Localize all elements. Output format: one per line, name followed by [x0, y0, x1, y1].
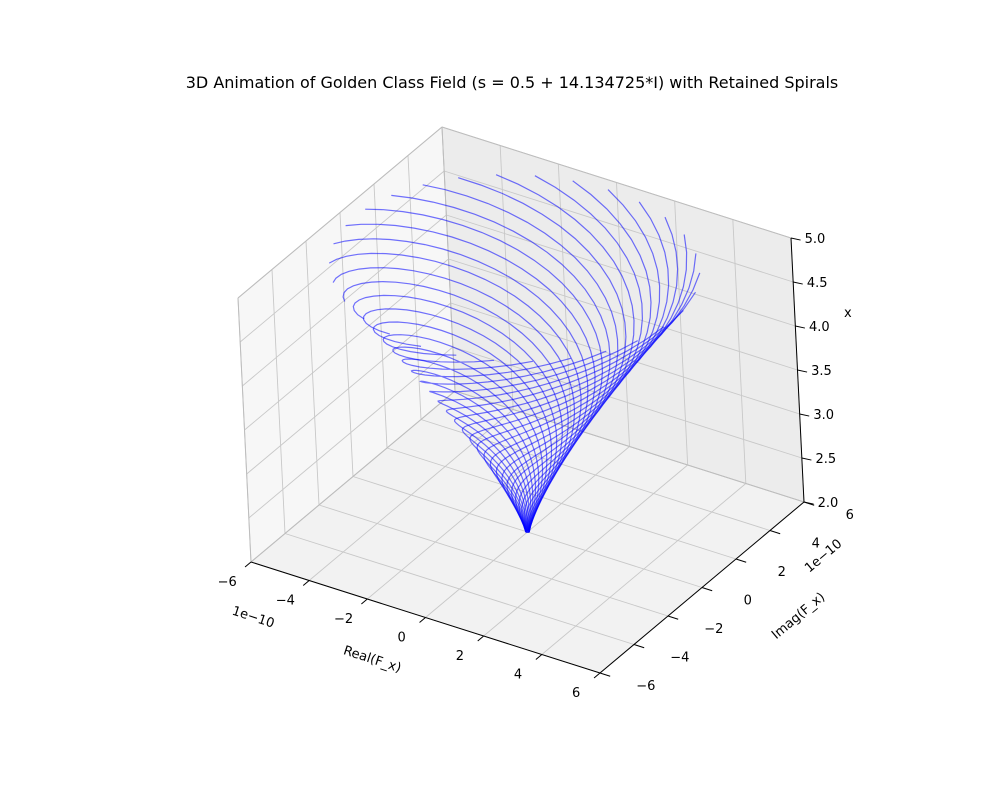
spiral-line	[391, 194, 611, 533]
back-grid-line	[450, 302, 800, 415]
left-grid-line	[239, 170, 445, 343]
x-tick	[302, 580, 310, 586]
floor-grid-line	[386, 447, 737, 560]
y-tick-label: 4	[812, 537, 820, 552]
z-tick	[797, 369, 808, 373]
y-tick-label: 2	[778, 565, 786, 580]
y-tick	[667, 615, 679, 620]
back-grid-line	[444, 170, 794, 283]
z-tick	[799, 413, 810, 417]
floor-grid-line	[420, 419, 771, 531]
pane-edge	[237, 126, 443, 299]
spiral-line	[365, 208, 604, 533]
spiral-line	[332, 267, 576, 533]
pane-edge	[250, 390, 456, 563]
y-tick	[599, 672, 611, 677]
x-tick-label: 4	[514, 667, 522, 682]
y-tick	[769, 530, 781, 535]
z-tick-label: 4.5	[807, 276, 828, 291]
x-tick	[419, 617, 426, 623]
y-tick-label: 0	[744, 594, 752, 609]
x-tick	[593, 672, 601, 679]
chart-title: 3D Animation of Golden Class Field (s = …	[186, 73, 839, 92]
spiral-line	[476, 234, 688, 532]
left-grid-line	[246, 302, 451, 475]
spiral-line	[410, 357, 571, 532]
floor-grid-line	[284, 533, 635, 645]
spiral-line	[506, 175, 644, 533]
z-tick	[803, 501, 814, 505]
x-tick-label: 2	[456, 649, 464, 664]
z-tick	[795, 325, 806, 329]
z-tick	[793, 281, 803, 285]
z-axis-label: x	[844, 306, 852, 321]
spiral-line	[419, 350, 607, 532]
z-tick	[801, 457, 812, 461]
y-tick-label: −6	[636, 679, 655, 694]
y-tick	[701, 587, 713, 592]
floor-grid-line	[318, 504, 669, 617]
z-tick-label: 3.5	[811, 364, 832, 379]
x-tick-label: 6	[572, 686, 580, 701]
z-tick-label: 4.0	[809, 320, 830, 335]
z-tick	[790, 237, 801, 241]
back-grid-line	[446, 214, 796, 327]
x-tick-label: −2	[334, 612, 353, 627]
spiral-line	[363, 308, 558, 533]
spiral-line	[483, 216, 679, 532]
z-tick-label: 2.5	[815, 452, 836, 467]
spiral-line	[422, 184, 619, 533]
left-grid-line	[244, 258, 449, 431]
z-tick-label: 5.0	[805, 232, 826, 247]
spiral-line	[401, 358, 540, 533]
y-axis-label: Imag(F_x)	[769, 590, 828, 643]
z-tick-label: 3.0	[813, 408, 834, 423]
y-tick-label: −4	[670, 651, 689, 666]
pane-edge	[237, 297, 252, 563]
y-tick-label: −2	[704, 622, 723, 637]
pane-edge	[454, 390, 805, 503]
y-tick	[735, 558, 747, 563]
y-tick	[633, 644, 645, 649]
x-tick	[361, 598, 368, 605]
pane-edge	[441, 126, 792, 239]
x-tick	[535, 654, 543, 660]
z-tick-label: 2.0	[818, 496, 839, 511]
spiral-line	[453, 291, 696, 532]
x-tick-label: 0	[398, 630, 406, 645]
spiral-line	[461, 272, 701, 532]
x-tick	[477, 635, 484, 642]
y-offset-text: 1e−10	[802, 537, 845, 577]
x-offset-text: 1e−10	[230, 604, 276, 632]
spiral-line	[345, 223, 596, 533]
y-tick-label: 6	[846, 508, 854, 523]
x-tick	[244, 561, 252, 568]
x-axis-label: Real(F_x)	[341, 643, 403, 676]
spiral-line	[333, 238, 589, 533]
x-tick-label: −4	[276, 593, 295, 608]
left-grid-line	[248, 346, 454, 519]
spiral-line	[328, 252, 582, 533]
x-tick-label: −6	[218, 575, 237, 590]
